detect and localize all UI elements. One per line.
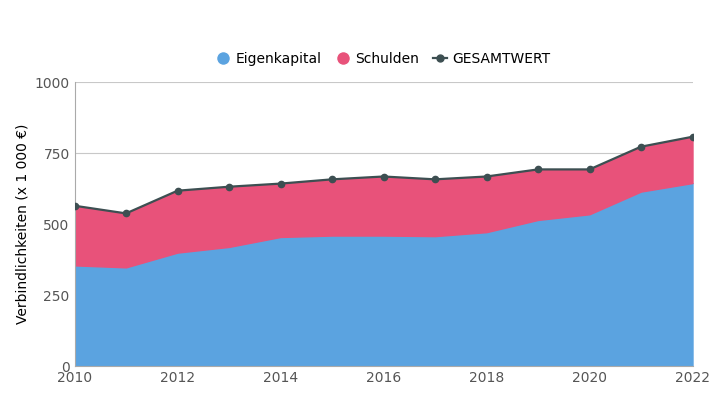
Y-axis label: Verbindlichkeiten (x 1 000 €): Verbindlichkeiten (x 1 000 €) <box>15 124 29 324</box>
Legend: Eigenkapital, Schulden, GESAMTWERT: Eigenkapital, Schulden, GESAMTWERT <box>211 47 556 72</box>
